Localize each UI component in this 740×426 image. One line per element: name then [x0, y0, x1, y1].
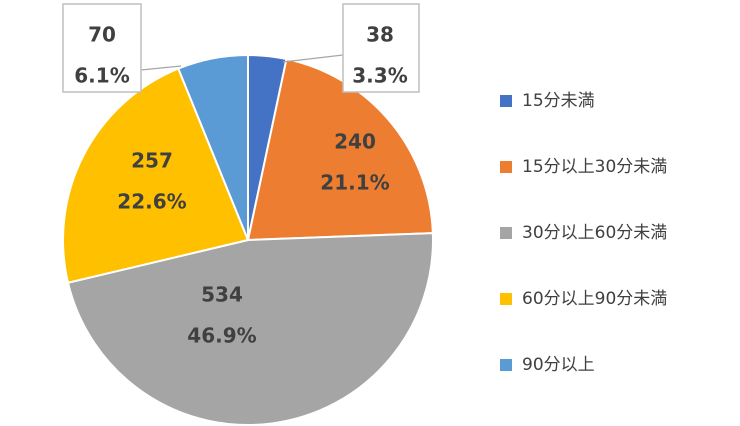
data-label-value: 257 [131, 149, 173, 173]
legend-swatch [500, 161, 512, 173]
data-label-value: 70 [88, 23, 116, 47]
legend-label: 30分以上60分未満 [522, 223, 667, 243]
data-label-percent: 22.6% [117, 190, 186, 214]
legend-label: 90分以上 [522, 355, 595, 375]
data-label-percent: 3.3% [352, 64, 407, 88]
data-label-percent: 46.9% [187, 324, 256, 348]
legend: 15分未満 15分以上30分未満 30分以上60分未満 60分以上90分未満 90分以上 [500, 91, 667, 375]
data-label-value: 534 [201, 283, 243, 307]
data-label-percent: 21.1% [320, 171, 389, 195]
legend-swatch [500, 95, 512, 107]
legend-swatch [500, 227, 512, 239]
legend-label: 60分以上90分未満 [522, 289, 667, 309]
legend-label: 15分以上30分未満 [522, 157, 667, 177]
pie-slice [177, 53, 249, 241]
legend-swatch [500, 359, 512, 371]
pie-slice [246, 57, 434, 242]
data-label-box [342, 3, 420, 93]
data-label-value: 240 [334, 130, 376, 154]
data-labels: 38 3.3% 240 21.1% 534 46.9% 257 22.6% 70 6.1% [62, 3, 420, 348]
pie-slice [66, 232, 434, 426]
data-label-percent: 6.1% [74, 64, 129, 88]
pie-slice [61, 67, 250, 284]
leader-lines [140, 54, 344, 71]
pie-slices [61, 53, 434, 426]
legend-swatch [500, 293, 512, 305]
leader-line [282, 54, 344, 63]
data-label-box [62, 3, 142, 93]
data-label-value: 38 [366, 23, 394, 47]
legend-label: 15分未満 [522, 91, 595, 111]
leader-line [140, 65, 182, 71]
